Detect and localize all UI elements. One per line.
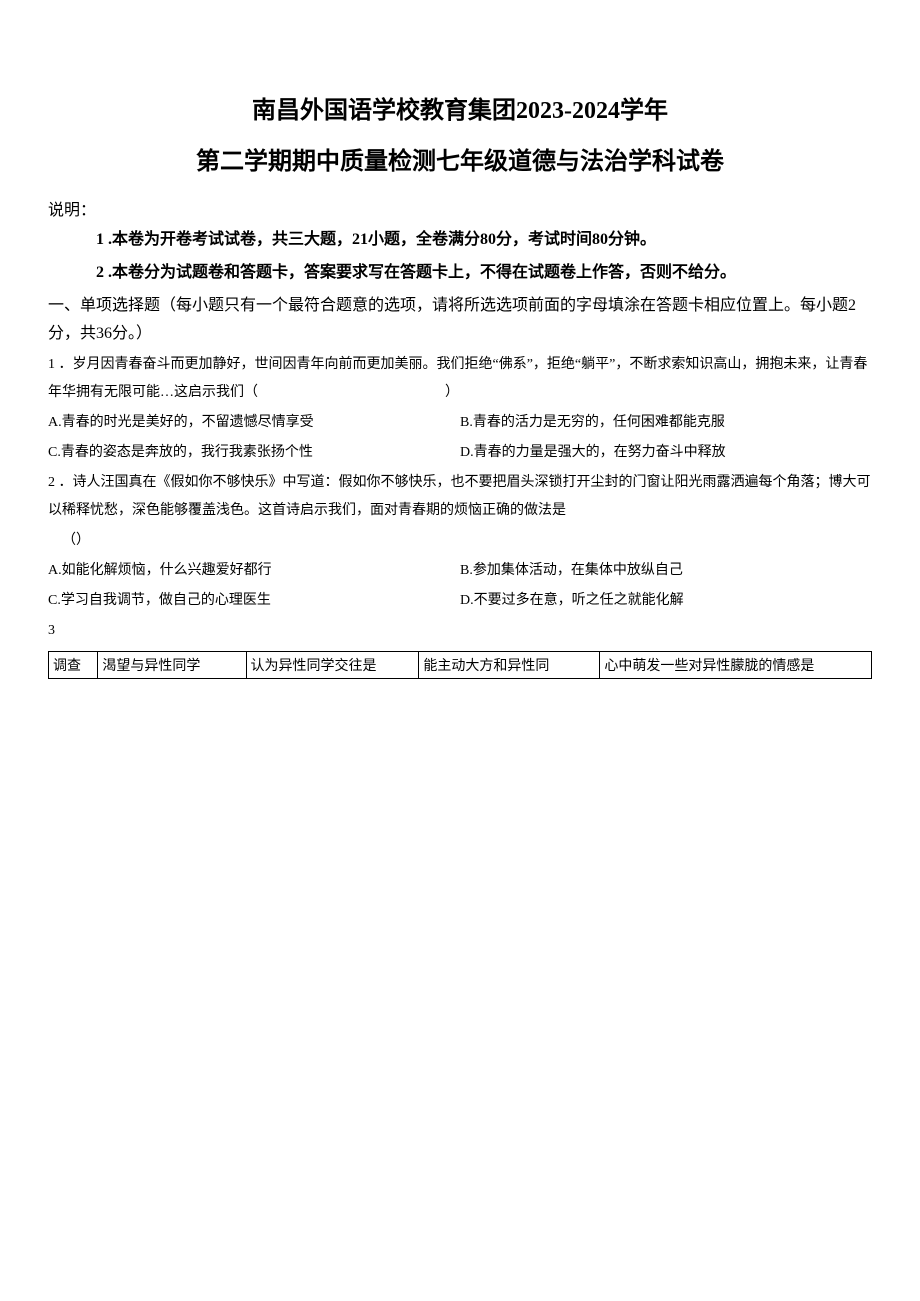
table-cell: 认为异性同学交往是 [246, 651, 419, 678]
q2-option-b: B.参加集体活动，在集体中放纵自己 [460, 557, 872, 585]
q2-paren: （） [48, 527, 872, 555]
exam-title-line1: 南昌外国语学校教育集团2023-2024学年 [48, 90, 872, 125]
shuoming-label: 说明： [48, 196, 872, 220]
q1-options-row1: A.青春的时光是美好的，不留遗憾尽情享受 B.青春的活力是无穷的，任何困难都能克… [48, 409, 872, 437]
table-row: 调查 渴望与异性同学 认为异性同学交往是 能主动大方和异性同 心中萌发一些对异性… [49, 651, 872, 678]
q1-options-row2: C.青春的姿态是奔放的，我行我素张扬个性 D.青春的力量是强大的，在努力奋斗中释… [48, 439, 872, 467]
q2-options-row1: A.如能化解烦恼，什么兴趣爱好都行 B.参加集体活动，在集体中放纵自己 [48, 557, 872, 585]
q2-options-row2: C.学习自我调节，做自己的心理医生 D.不要过多在意，听之任之就能化解 [48, 587, 872, 615]
q1-option-b: B.青春的活力是无穷的，任何困难都能克服 [460, 409, 872, 437]
q1-option-c: C.青春的姿态是奔放的，我行我素张扬个性 [48, 439, 460, 467]
q2-option-c: C.学习自我调节，做自己的心理医生 [48, 587, 460, 615]
q1-stem: 1 ．岁月因青春奋斗而更加静好，世间因青年向前而更加美丽。我们拒绝“佛系”，拒绝… [48, 351, 872, 407]
table-cell: 心中萌发一些对异性朦胧的情感是 [600, 651, 872, 678]
q3-survey-table: 调查 渴望与异性同学 认为异性同学交往是 能主动大方和异性同 心中萌发一些对异性… [48, 651, 872, 679]
table-cell: 调查 [49, 651, 98, 678]
section-1-header: 一、单项选择题（每小题只有一个最符合题意的选项，请将所选选项前面的字母填涂在答题… [48, 292, 872, 346]
instruction-2: 2 .本卷分为试题卷和答题卡，答案要求写在答题卡上，不得在试题卷上作答，否则不给… [48, 259, 872, 286]
instruction-1: 1 .本卷为开卷考试试卷，共三大题，21小题，全卷满分80分，考试时间80分钟。 [48, 226, 872, 253]
q2-option-d: D.不要过多在意，听之任之就能化解 [460, 587, 872, 615]
q3-marker: 3 [48, 617, 872, 645]
q2-option-a: A.如能化解烦恼，什么兴趣爱好都行 [48, 557, 460, 585]
q1-option-a: A.青春的时光是美好的，不留遗憾尽情享受 [48, 409, 460, 437]
q1-stem-close: ） [445, 385, 459, 400]
q1-option-d: D.青春的力量是强大的，在努力奋斗中释放 [460, 439, 872, 467]
q2-stem: 2 ．诗人汪国真在《假如你不够快乐》中写道：假如你不够快乐，也不要把眉头深锁打开… [48, 469, 872, 525]
table-cell: 渴望与异性同学 [98, 651, 246, 678]
exam-title-line2: 第二学期期中质量检测七年级道德与法治学科试卷 [48, 141, 872, 176]
table-cell: 能主动大方和异性同 [419, 651, 600, 678]
